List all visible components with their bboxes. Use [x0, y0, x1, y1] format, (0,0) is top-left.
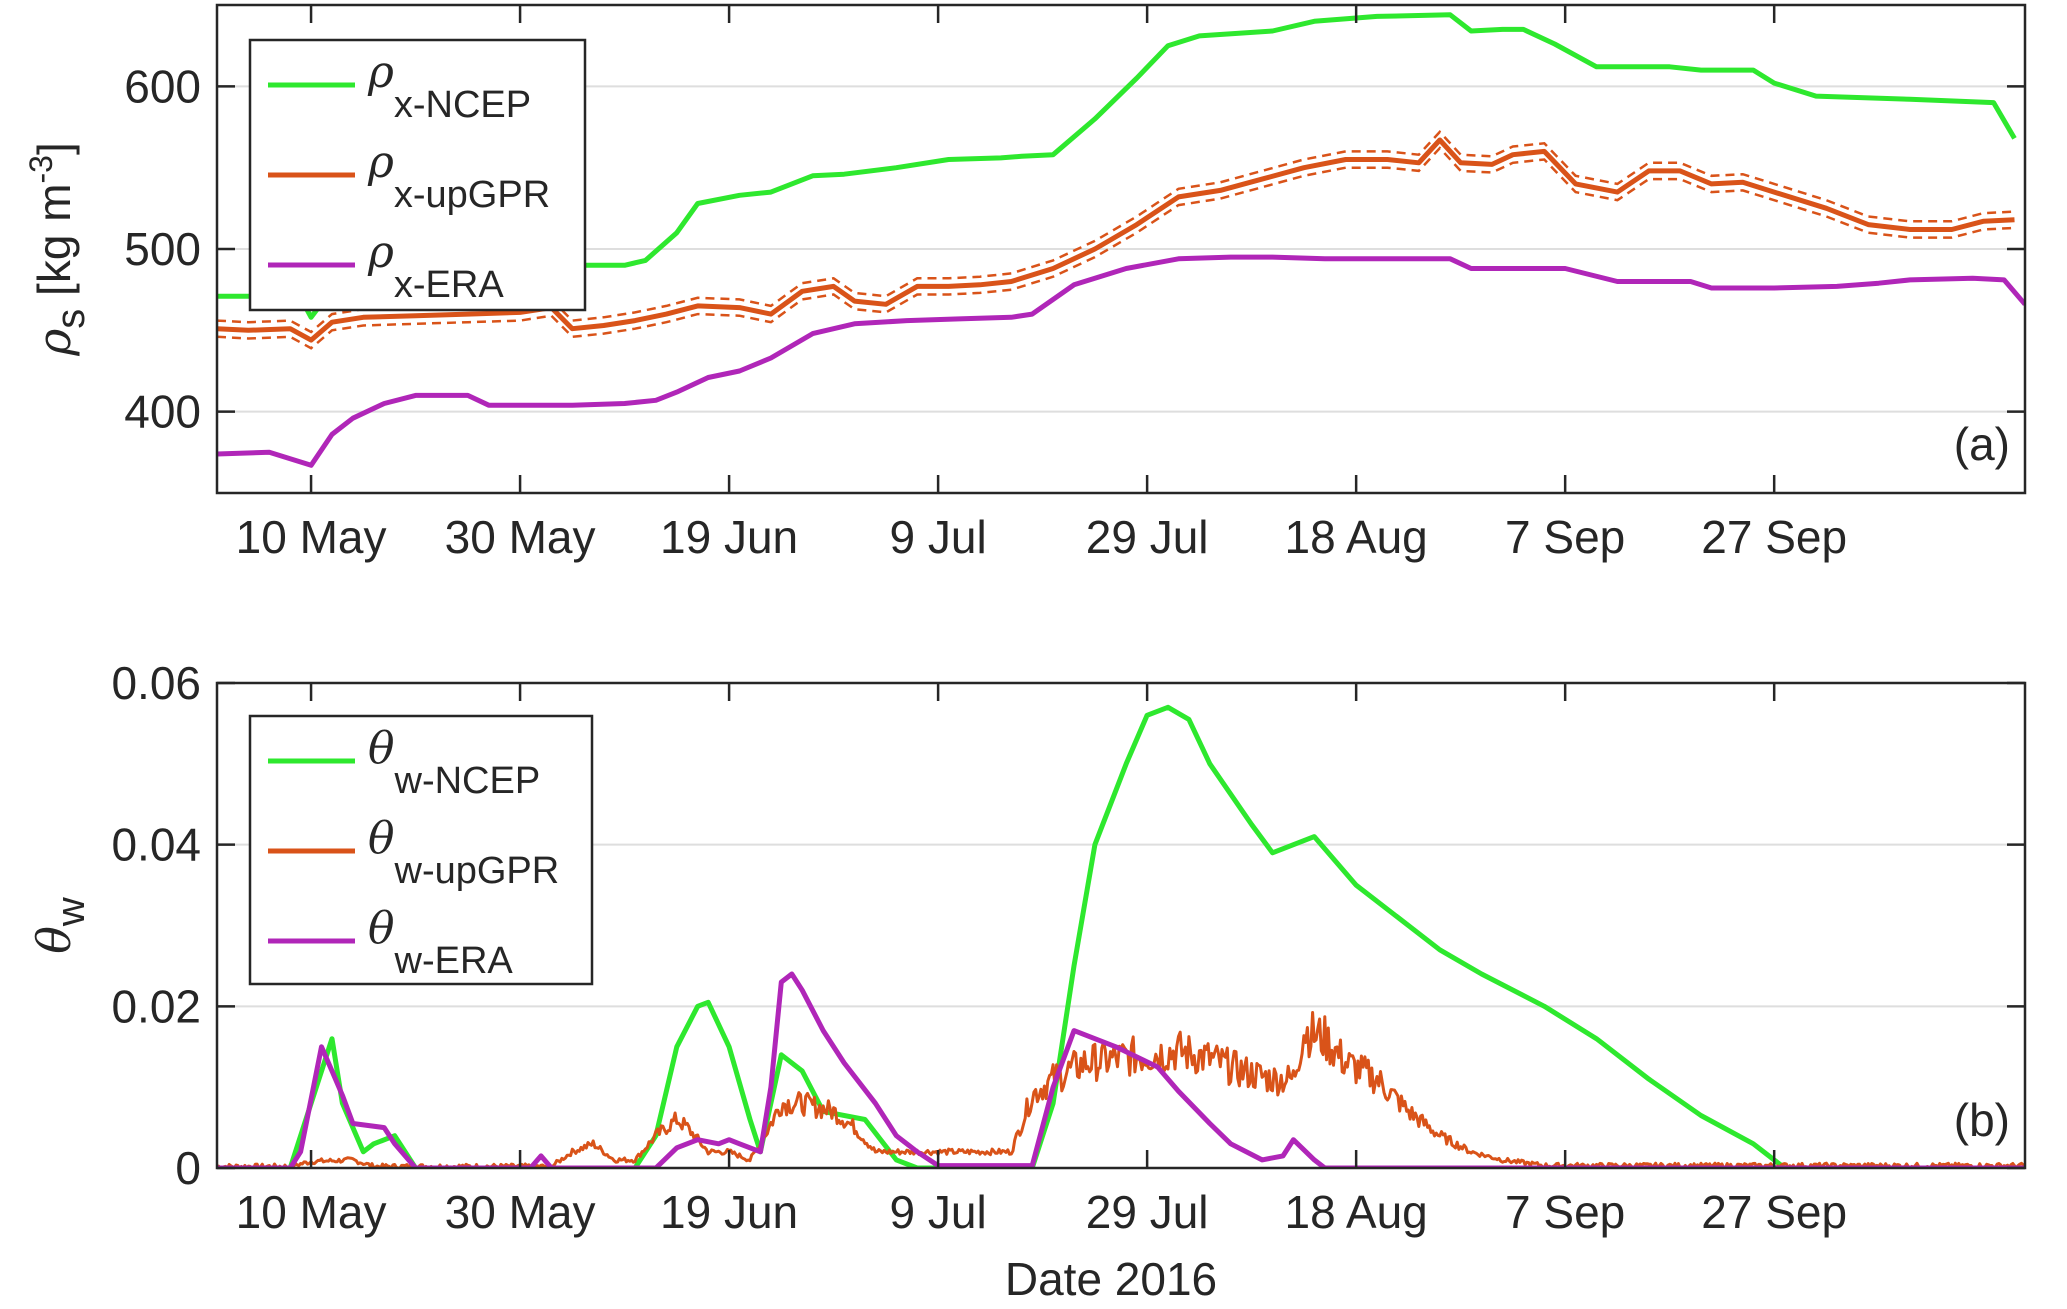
series-x-era-line [217, 254, 2025, 468]
x-tick-label: 19 Jun [660, 1186, 798, 1238]
x-tick-label: 19 Jun [660, 511, 798, 563]
x-tick-label: 29 Jul [1086, 511, 1209, 563]
x-tick-label: 27 Sep [1701, 1186, 1847, 1238]
y-axis-label: θw [27, 897, 93, 954]
x-tick-label: 9 Jul [890, 1186, 987, 1238]
x-tick-label: 7 Sep [1505, 511, 1625, 563]
x-tick-label: 7 Sep [1505, 1186, 1625, 1238]
series-x-upgpr-lower-bound [217, 146, 2015, 350]
x-tick-label: 9 Jul [890, 511, 987, 563]
y-tick-label: 0.06 [111, 657, 201, 709]
x-tick-label: 29 Jul [1086, 1186, 1209, 1238]
panel-a: 10 May 30 May 19 Jun 9 Jul 29 Jul 18 Aug 7 Sep… [23, 3, 2027, 563]
panel-tag: (b) [1954, 1094, 2010, 1146]
x-tick-label: 10 May [236, 1186, 387, 1238]
axes-frame [215, 681, 2027, 1170]
y-tick-label: 0 [175, 1142, 201, 1194]
legend-entry: θw-ERA [368, 903, 513, 982]
legend-entry: θw-upGPR [368, 813, 559, 892]
legend: ρx-NCEP ρx-upGPR ρx-ERA [248, 38, 587, 312]
legend-entry: θw-NCEP [368, 723, 540, 802]
x-tick-label: 10 May [236, 511, 387, 563]
y-tick-label: 600 [124, 60, 201, 112]
panel-tag: (a) [1954, 418, 2010, 470]
legend-entry: ρx-NCEP [367, 47, 531, 126]
legend-entry: ρx-ERA [367, 227, 504, 306]
x-tick-label: 18 Aug [1285, 1186, 1428, 1238]
x-tick-label: 30 May [445, 1186, 596, 1238]
legend-entry: ρx-upGPR [367, 137, 550, 216]
y-tick-label: 500 [124, 223, 201, 275]
x-tick-label: 30 May [445, 511, 596, 563]
legend: θw-NCEP θw-upGPR θw-ERA [248, 714, 594, 986]
x-tick-label: 18 Aug [1285, 511, 1428, 563]
y-axis-label: ρs [kg m-3] [23, 142, 93, 357]
y-tick-label: 400 [124, 386, 201, 438]
x-axis-label: Date 2016 [1005, 1253, 1217, 1305]
x-tick-label: 27 Sep [1701, 511, 1847, 563]
y-tick-label: 0.04 [111, 819, 201, 871]
y-tick-label: 0.02 [111, 980, 201, 1032]
panel-b: 10 May 30 May 19 Jun 9 Jul 29 Jul 18 Aug 7 Sep… [27, 657, 2027, 1238]
series-w-era-line [217, 971, 2025, 1168]
